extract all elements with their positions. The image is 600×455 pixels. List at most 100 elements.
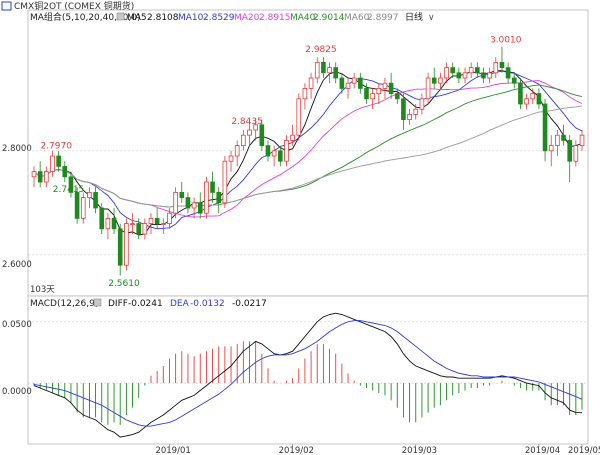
candle-body bbox=[370, 93, 375, 100]
candle-body bbox=[185, 197, 191, 209]
period-label[interactable]: 日线 bbox=[405, 11, 423, 23]
candle-body bbox=[542, 103, 548, 152]
candle-66 bbox=[438, 72, 443, 89]
candle-body bbox=[50, 155, 55, 173]
candle-3 bbox=[50, 150, 55, 177]
price-annotation-5: 2.7415 bbox=[53, 185, 84, 195]
candle-body bbox=[450, 67, 456, 74]
candle-32 bbox=[228, 150, 234, 172]
candle-5 bbox=[62, 161, 68, 182]
candle-83 bbox=[542, 98, 548, 162]
candle-25 bbox=[185, 192, 191, 214]
candle-29 bbox=[210, 171, 215, 203]
candle-7 bbox=[74, 187, 80, 224]
candle-73 bbox=[481, 67, 486, 84]
candle-51 bbox=[345, 78, 351, 99]
candle-body bbox=[154, 217, 160, 224]
candle-36 bbox=[253, 119, 258, 141]
price-y-tick-2.8: 2.8000 bbox=[2, 144, 32, 154]
candle-body bbox=[31, 171, 37, 178]
candle-21 bbox=[160, 218, 166, 234]
candle-41 bbox=[284, 135, 289, 167]
candle-74 bbox=[487, 67, 492, 84]
candle-body bbox=[314, 62, 320, 79]
candle-body bbox=[333, 67, 339, 79]
candle-body bbox=[56, 155, 61, 167]
candle-53 bbox=[358, 72, 363, 94]
candle-72 bbox=[475, 62, 480, 78]
candle-35 bbox=[247, 119, 252, 146]
price-annotation-3: 2.8435 bbox=[231, 117, 263, 127]
macd-panel bbox=[27, 295, 589, 445]
macd-dropdown-icon[interactable] bbox=[93, 298, 102, 307]
candle-34 bbox=[241, 130, 246, 151]
candle-11 bbox=[99, 202, 105, 234]
candle-body bbox=[456, 72, 462, 79]
candle-13 bbox=[111, 208, 117, 234]
candle-26 bbox=[191, 197, 197, 219]
ma5-label: MA5 bbox=[127, 13, 147, 23]
price-y-tick-2.6: 2.6000 bbox=[2, 260, 32, 270]
macd-line-dea bbox=[33, 320, 583, 427]
ma20-label: MA20 bbox=[234, 13, 260, 23]
candle-44 bbox=[302, 83, 308, 110]
candle-body bbox=[74, 191, 80, 219]
candle-body bbox=[358, 77, 363, 89]
ma40-label: MA40 bbox=[290, 13, 316, 23]
candle-body bbox=[222, 160, 228, 204]
candle-body bbox=[265, 145, 271, 157]
candle-body bbox=[321, 62, 326, 74]
candle-24 bbox=[179, 182, 185, 203]
diff-value: -0.0241 bbox=[128, 299, 163, 309]
ma-line-ma60 bbox=[33, 105, 583, 208]
candle-body bbox=[296, 98, 302, 136]
candle-23 bbox=[173, 187, 178, 219]
candle-38 bbox=[265, 140, 271, 162]
candle-body bbox=[284, 139, 289, 162]
candle-64 bbox=[425, 72, 431, 104]
candle-body bbox=[62, 165, 68, 178]
candle-body bbox=[142, 223, 148, 235]
candle-8 bbox=[80, 192, 86, 224]
candle-87 bbox=[567, 135, 572, 182]
candle-69 bbox=[456, 67, 462, 84]
candle-body bbox=[179, 191, 185, 198]
x-tick-label-4: 2019/05 bbox=[568, 446, 600, 455]
candle-body bbox=[136, 223, 141, 235]
x-tick-label-3: 2019/04 bbox=[525, 446, 560, 455]
ma20-value: 2.8915 bbox=[259, 13, 291, 23]
macd-value: -0.0217 bbox=[232, 299, 267, 309]
candle-65 bbox=[431, 67, 437, 89]
candle-body bbox=[308, 77, 314, 89]
price-annotation-0: 2.7970 bbox=[40, 141, 72, 151]
candle-body bbox=[462, 72, 468, 79]
candle-body bbox=[247, 129, 252, 136]
candle-body bbox=[68, 176, 74, 193]
candle-body bbox=[228, 155, 234, 162]
candle-68 bbox=[450, 62, 456, 78]
period-dropdown-icon[interactable]: ∨ bbox=[428, 13, 435, 23]
candle-body bbox=[173, 191, 178, 214]
ma-combo-dropdown-icon[interactable] bbox=[116, 12, 125, 21]
header-icon[interactable] bbox=[1, 1, 12, 11]
candle-body bbox=[511, 77, 517, 84]
candle-body bbox=[567, 139, 572, 162]
candle-body bbox=[351, 77, 357, 84]
candle-43 bbox=[296, 93, 302, 141]
candle-89 bbox=[579, 130, 585, 151]
candle-body bbox=[499, 62, 505, 69]
candle-12 bbox=[105, 213, 111, 240]
candle-88 bbox=[573, 140, 579, 167]
candle-body bbox=[388, 82, 394, 94]
candle-body bbox=[407, 114, 412, 121]
candle-body bbox=[394, 93, 400, 100]
candle-39 bbox=[271, 145, 277, 167]
ma-combo-label[interactable]: MA组合(5,10,20,40,60,0) bbox=[30, 11, 141, 23]
candle-body bbox=[302, 88, 308, 100]
candle-76 bbox=[499, 46, 505, 73]
candle-body bbox=[44, 171, 49, 183]
candle-body bbox=[148, 217, 154, 224]
candle-body bbox=[444, 67, 449, 79]
